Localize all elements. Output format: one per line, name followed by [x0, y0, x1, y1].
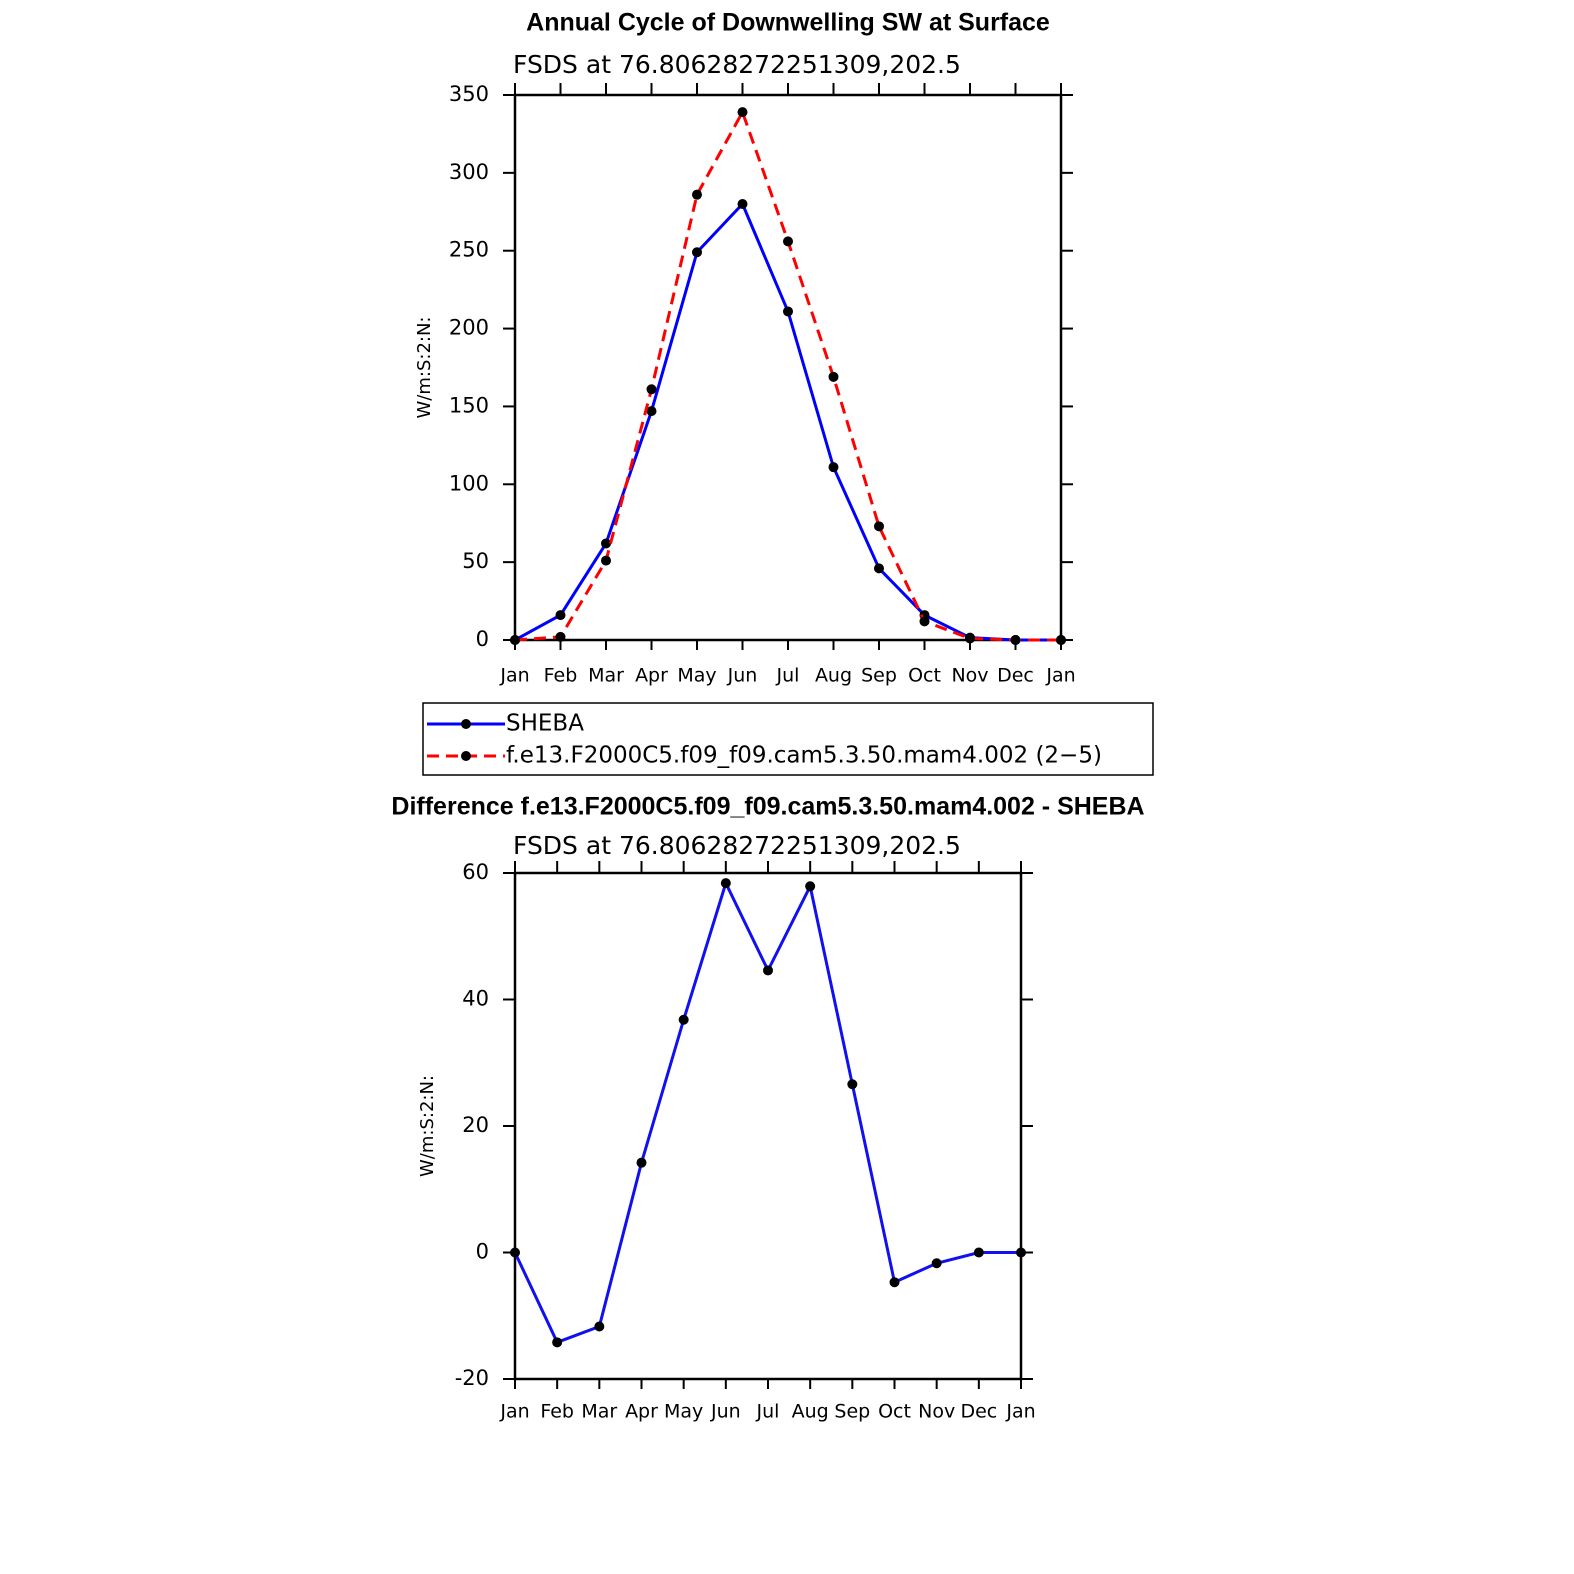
point [601, 555, 611, 566]
x-tick-label: Jan [499, 665, 529, 687]
point [973, 1247, 984, 1258]
chart-title: Difference f.e13.F2000C5.f09_f09.cam5.3.… [391, 793, 1144, 821]
point [847, 1079, 858, 1090]
y-axis-label: W/m:S:2:N: [414, 317, 435, 419]
point [783, 306, 793, 317]
x-tick-label: May [664, 1401, 703, 1423]
x-tick-label: Jan [499, 1401, 529, 1423]
point [783, 236, 793, 247]
point [555, 610, 566, 621]
chart-title: Annual Cycle of Downwelling SW at Surfac… [526, 9, 1050, 37]
point [678, 1014, 689, 1025]
x-tick-label: Apr [635, 665, 668, 687]
x-tick-label: May [677, 665, 716, 687]
point [931, 1258, 942, 1269]
point [763, 965, 773, 976]
y-tick-label: 0 [476, 1240, 489, 1264]
legend-marker [461, 719, 471, 729]
point [692, 189, 702, 200]
y-tick-label: 0 [476, 627, 489, 651]
point [1016, 1247, 1026, 1258]
series-line [513, 879, 1021, 1345]
x-tick-label: Oct [908, 665, 941, 687]
point [594, 1321, 605, 1332]
plot-frame [513, 93, 1063, 642]
x-tick-label: Dec [997, 665, 1034, 687]
point [692, 247, 702, 258]
y-tick-label: 250 [449, 238, 489, 262]
x-tick-label: Jun [727, 665, 758, 687]
point [636, 1157, 647, 1168]
point [646, 384, 657, 395]
y-tick-label: 50 [462, 549, 489, 573]
x-tick-label: Mar [581, 1401, 617, 1423]
x-tick-label: Jan [1005, 1401, 1035, 1423]
x-tick-label: Apr [625, 1401, 658, 1423]
y-tick-label: 200 [449, 316, 489, 340]
point [510, 1247, 520, 1258]
x-tick-label: Nov [951, 665, 988, 687]
x-tick-label: Aug [815, 665, 852, 687]
y-tick-label: 60 [462, 860, 489, 884]
point [646, 406, 657, 417]
point [828, 462, 839, 473]
legend-label: SHEBA [506, 711, 584, 737]
x-tick-label: Jul [756, 1401, 780, 1423]
x-tick-label: Mar [588, 665, 624, 687]
y-tick-label: 350 [449, 82, 489, 106]
y-tick-label: -20 [455, 1366, 489, 1390]
y-tick-label: 20 [462, 1113, 489, 1137]
x-tick-label: Feb [540, 1401, 574, 1423]
x-tick-label: Nov [918, 1401, 955, 1423]
point [601, 538, 611, 549]
point [828, 371, 839, 382]
x-tick-label: Dec [960, 1401, 997, 1423]
subtitle: FSDS at 76.80628272251309,202.5 [513, 50, 961, 79]
x-tick-label: Sep [861, 665, 897, 687]
y-tick-label: 100 [449, 471, 489, 495]
legend-box [422, 702, 1154, 776]
y-tick-label: 150 [449, 393, 489, 417]
point [889, 1277, 900, 1288]
y-tick-label: 40 [462, 987, 489, 1011]
x-tick-label: Jul [776, 665, 800, 687]
point [874, 521, 884, 532]
x-tick-label: Feb [544, 665, 578, 687]
x-tick-label: Sep [834, 1401, 870, 1423]
point [805, 881, 816, 892]
legend-label: f.e13.F2000C5.f09_f09.cam5.3.50.mam4.002… [506, 743, 1102, 769]
point [510, 635, 520, 645]
plot-frame [513, 871, 1023, 1381]
point [737, 199, 748, 209]
legend-marker [461, 751, 471, 761]
point [1010, 635, 1021, 645]
x-tick-label: Jan [1045, 665, 1075, 687]
x-tick-label: Jun [710, 1401, 741, 1423]
point [919, 616, 930, 627]
point [737, 107, 748, 118]
series-line [514, 108, 1061, 642]
y-tick-label: 300 [449, 160, 489, 184]
point [552, 1337, 563, 1348]
point [874, 563, 884, 574]
point [1056, 635, 1066, 645]
point [720, 878, 731, 889]
point [965, 633, 975, 644]
x-tick-label: Oct [878, 1401, 911, 1423]
subtitle: FSDS at 76.80628272251309,202.5 [513, 831, 961, 860]
x-tick-label: Aug [792, 1401, 829, 1423]
y-axis-label: W/m:S:2:N: [417, 1075, 438, 1177]
point [555, 631, 566, 642]
